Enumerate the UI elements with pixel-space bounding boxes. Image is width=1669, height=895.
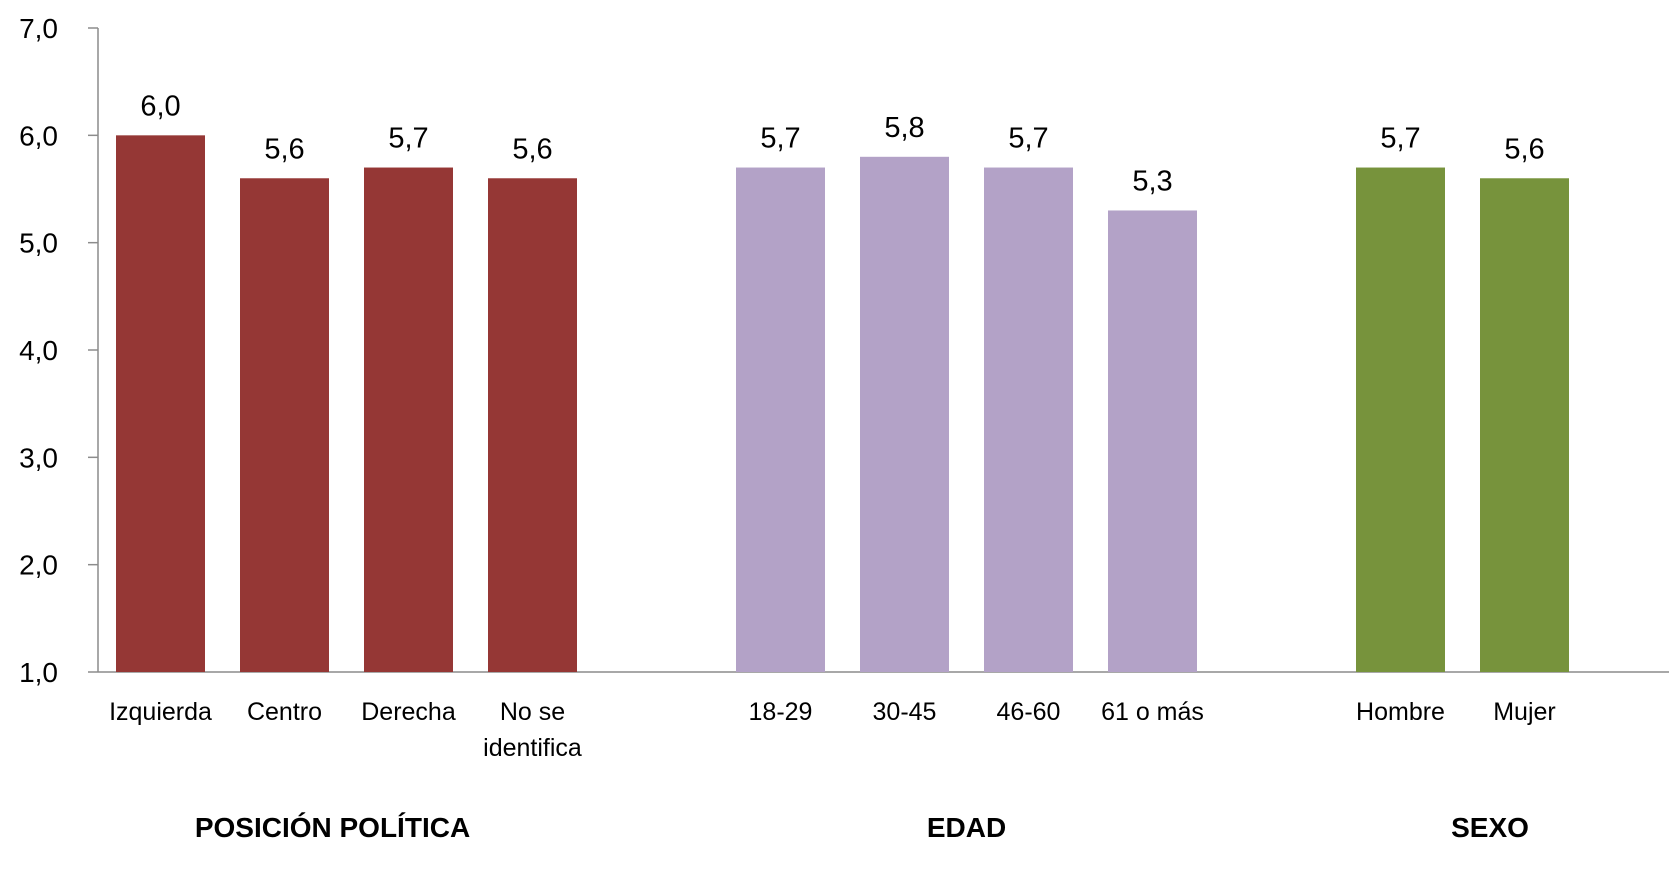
category-label: identifica: [483, 734, 582, 762]
axes: 1,0 2,0 3,0 4,0 5,0 6,0 7,0: [19, 13, 1669, 688]
group-label: SEXO: [1451, 812, 1529, 843]
data-label: 6,0: [140, 90, 180, 122]
data-label: 5,6: [512, 133, 552, 165]
category-label: 61 o más: [1101, 698, 1204, 726]
category-label: Mujer: [1493, 698, 1556, 726]
category-label: No se: [500, 698, 565, 726]
category-label: 46-60: [997, 698, 1061, 726]
labels: 6,0 Izquierda 5,6 Centro 5,7 Derecha 5,6 No se i…: [109, 90, 1556, 843]
data-label: 5,8: [884, 112, 924, 144]
data-label: 5,6: [1504, 133, 1544, 165]
category-label: Hombre: [1356, 698, 1445, 726]
data-label: 5,7: [1008, 123, 1048, 155]
bar: [1480, 178, 1569, 672]
category-label: Derecha: [361, 698, 456, 726]
group-label: POSICIÓN POLÍTICA: [195, 812, 470, 843]
bar: [860, 156, 949, 673]
group-label: EDAD: [927, 812, 1006, 843]
bar: [488, 178, 577, 672]
y-tick-label: 1,0: [19, 657, 58, 688]
category-label: Izquierda: [109, 698, 212, 726]
y-tick-label: 2,0: [19, 550, 58, 581]
bar: [736, 167, 825, 673]
bar: [1356, 167, 1445, 673]
y-tick-label: 6,0: [19, 120, 58, 151]
data-label: 5,3: [1132, 165, 1172, 197]
category-label: Centro: [247, 698, 322, 726]
bar: [984, 167, 1073, 673]
data-label: 5,7: [760, 123, 800, 155]
data-label: 5,6: [264, 133, 304, 165]
bar: [240, 178, 329, 672]
bar: [364, 167, 453, 673]
bars: [116, 135, 1569, 673]
data-label: 5,7: [388, 123, 428, 155]
category-label: 18-29: [749, 698, 813, 726]
y-tick-label: 7,0: [19, 13, 58, 44]
y-tick-label: 4,0: [19, 335, 58, 366]
bar: [1108, 210, 1197, 672]
category-label: 30-45: [873, 698, 937, 726]
bar: [116, 135, 205, 673]
data-label: 5,7: [1380, 123, 1420, 155]
y-tick-label: 3,0: [19, 442, 58, 473]
y-tick-label: 5,0: [19, 228, 58, 259]
